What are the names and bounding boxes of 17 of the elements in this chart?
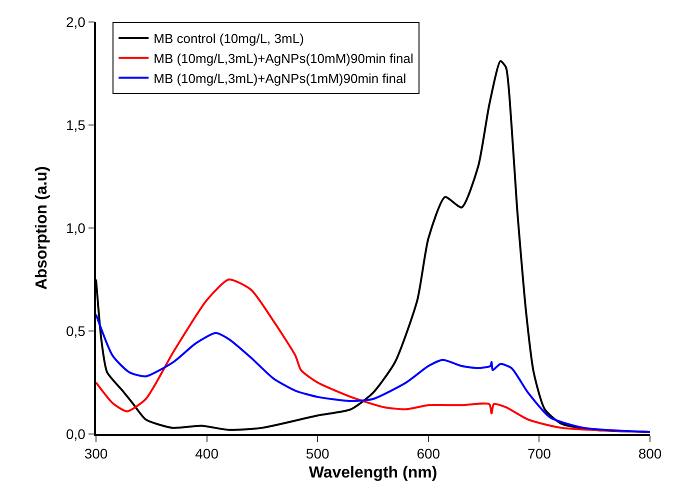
y-tick-label: 1,5 bbox=[66, 116, 86, 133]
x-tick-label: 600 bbox=[416, 446, 440, 462]
y-tick-label: 1,0 bbox=[66, 220, 86, 236]
y-tick-label: 0,0 bbox=[66, 426, 86, 442]
x-tick-label: 800 bbox=[638, 446, 662, 462]
y-tick-label: 0,5 bbox=[66, 322, 86, 339]
x-tick-label: 500 bbox=[306, 446, 330, 462]
x-tick-label: 300 bbox=[84, 446, 108, 462]
legend-label: MB (10mg/L,3mL)+AgNPs(10mM)90min final bbox=[154, 50, 414, 66]
legend-label: MB (10mg/L,3mL)+AgNPs(1mM)90min final bbox=[154, 70, 406, 86]
x-axis-title: Wavelength (nm) bbox=[308, 464, 438, 482]
x-tick-label: 400 bbox=[195, 446, 219, 462]
line-series bbox=[96, 314, 650, 433]
y-tick-label: 2,0 bbox=[66, 14, 86, 30]
x-tick-label: 700 bbox=[528, 446, 552, 462]
legend-label: MB control (10mg/L, 3mL) bbox=[154, 31, 304, 46]
y-axis-title: Absorption (a.u) bbox=[33, 166, 50, 290]
